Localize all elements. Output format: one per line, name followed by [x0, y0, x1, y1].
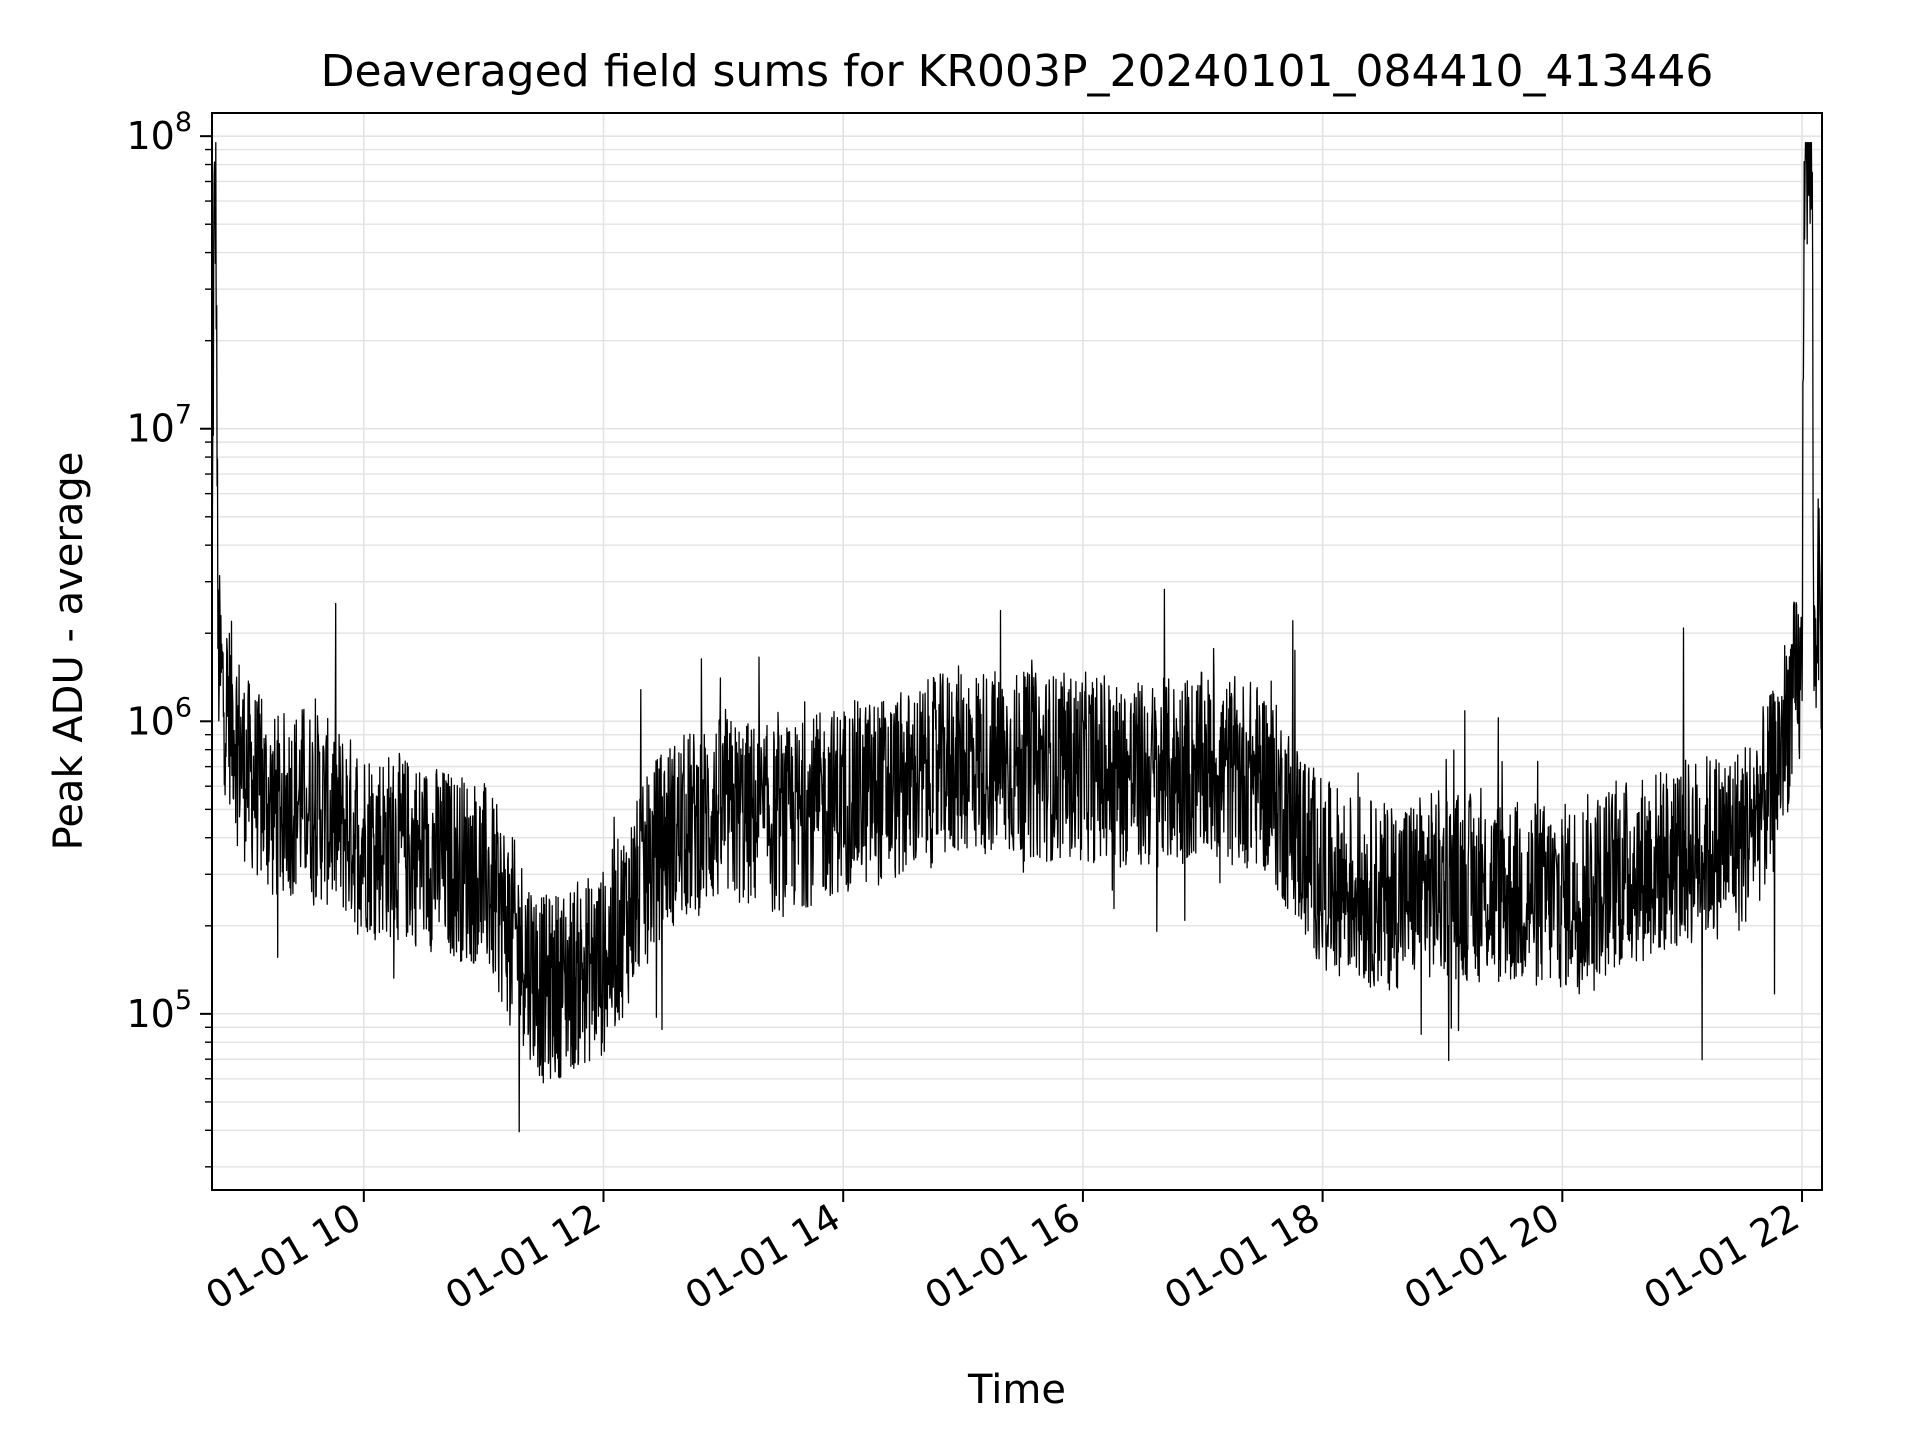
series-line	[212, 142, 1822, 1133]
chart-title: Deaveraged field sums for KR003P_2024010…	[321, 46, 1714, 97]
plot-frame	[211, 112, 1823, 1191]
y-tick-label: 108	[126, 107, 192, 158]
grid	[212, 113, 1822, 1190]
y-axis-label: Peak ADU - average	[46, 452, 92, 851]
plot-area	[212, 142, 1822, 1133]
x-axis-label: Time	[967, 1367, 1066, 1413]
y-tick-label: 105	[126, 985, 192, 1036]
y-tick-label: 107	[126, 400, 192, 451]
y-tick-label: 106	[126, 692, 192, 743]
y-axis: 105 106 107 108	[126, 107, 212, 1168]
